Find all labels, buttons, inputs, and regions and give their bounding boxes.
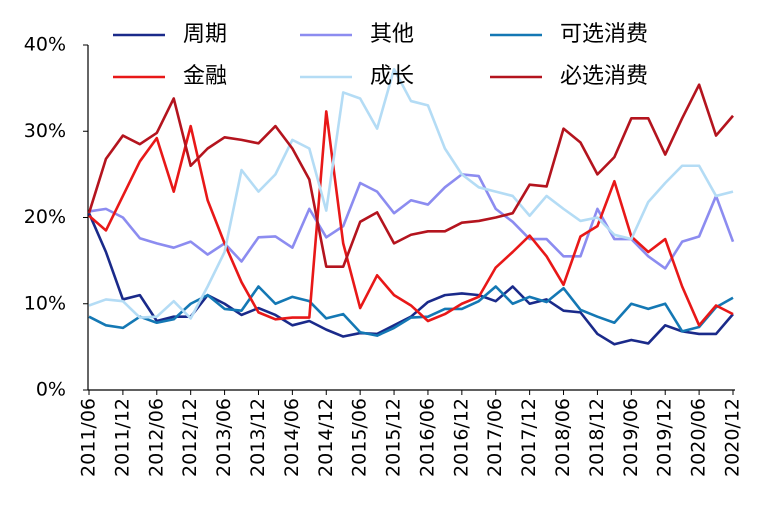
legend-label: 周期 — [183, 22, 227, 47]
y-tick-label: 10% — [24, 292, 66, 314]
series-line — [88, 285, 734, 337]
x-tick-label: 2013/12 — [247, 398, 269, 477]
y-tick-label: 30% — [24, 120, 66, 142]
x-tick-label: 2014/12 — [315, 398, 337, 477]
series-line — [87, 83, 734, 268]
legend-label: 其他 — [370, 22, 414, 47]
x-tick-label: 2015/06 — [349, 398, 371, 477]
x-tick-label: 2012/12 — [179, 398, 201, 477]
x-tick-label: 2016/12 — [450, 398, 472, 477]
y-tick-label: 20% — [24, 206, 66, 228]
x-tick-label: 2018/12 — [586, 398, 608, 477]
x-tick-label: 2020/12 — [722, 398, 744, 477]
legend-label: 可选消费 — [560, 22, 648, 47]
legend-label: 成长 — [370, 64, 414, 89]
x-tick-label: 2016/06 — [416, 398, 438, 477]
y-tick-label: 40% — [24, 34, 66, 56]
legend-label: 必选消费 — [560, 64, 648, 89]
y-tick-label: 0% — [36, 379, 66, 401]
x-tick-label: 2017/06 — [484, 398, 506, 477]
x-tick-label: 2011/06 — [78, 398, 100, 477]
x-tick-label: 2019/12 — [654, 398, 676, 477]
x-tick-label: 2020/06 — [688, 398, 710, 477]
series-line — [88, 67, 734, 320]
x-tick-label: 2014/06 — [281, 398, 303, 477]
x-tick-label: 2019/06 — [620, 398, 642, 477]
x-tick-label: 2012/06 — [145, 398, 167, 477]
legend-label: 金融 — [183, 64, 227, 89]
x-tick-label: 2017/12 — [518, 398, 540, 477]
x-tick-label: 2013/06 — [213, 398, 235, 477]
series-line — [88, 173, 735, 270]
series-line — [88, 110, 734, 327]
x-tick-label: 2015/12 — [383, 398, 405, 477]
x-tick-label: 2011/12 — [111, 398, 133, 477]
x-tick-label: 2018/06 — [552, 398, 574, 477]
series-line — [87, 212, 734, 346]
